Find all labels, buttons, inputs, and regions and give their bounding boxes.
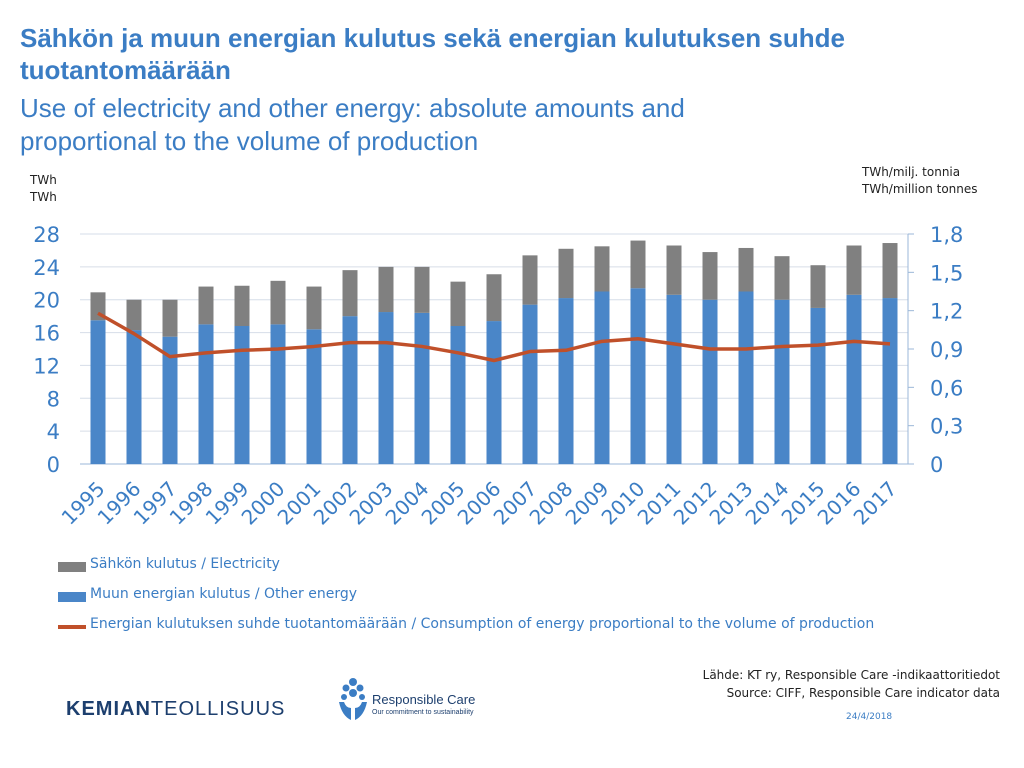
bar-electricity [450, 281, 466, 326]
left-axis-unit-fi: TWh [30, 173, 57, 187]
source-note: Lähde: KT ry, Responsible Care -indikaat… [703, 666, 1000, 702]
right-tick-label: 0,9 [930, 338, 963, 362]
left-tick-label: 12 [33, 354, 60, 378]
logo-kt-normal: TEOLLISUUS [150, 698, 286, 720]
date-label: 24/4/2018 [846, 712, 893, 722]
ratio-line [97, 311, 891, 363]
bar-other-energy [630, 288, 646, 464]
bar-electricity [126, 299, 142, 331]
bar-electricity [882, 243, 898, 299]
source-finnish: Lähde: KT ry, Responsible Care -indikaat… [702, 668, 1000, 682]
source-english: Source: CIFF, Responsible Care indicator… [726, 686, 1000, 700]
bar-electricity [810, 265, 826, 308]
bar-electricity [594, 246, 610, 292]
bar-other-energy [270, 324, 286, 464]
bar-electricity [162, 299, 178, 337]
right-axis-unit-fi: TWh/milj. tonnia [862, 165, 961, 179]
responsible-care-subtitle: Our commitment to sustainability [372, 709, 474, 716]
bar-other-energy [162, 336, 178, 464]
left-tick-label: 0 [47, 453, 60, 477]
bar-other-energy [810, 307, 826, 464]
legend-swatch-electricity [58, 562, 86, 572]
bar-other-energy [342, 316, 358, 464]
bar-electricity [522, 255, 538, 305]
left-tick-label: 24 [33, 256, 60, 280]
right-axis-unit-en: TWh/million tonnes [862, 182, 978, 196]
bar-other-energy [702, 299, 718, 464]
left-tick-label: 20 [33, 289, 60, 313]
right-tick-label: 1,2 [930, 300, 963, 324]
bar-other-energy [558, 298, 574, 464]
bar-electricity [630, 240, 646, 289]
bar-electricity [774, 256, 790, 300]
left-tick-label: 28 [33, 223, 60, 247]
bar-other-energy [414, 312, 430, 464]
bar-electricity [846, 245, 862, 295]
bar-other-energy [198, 324, 214, 464]
bar-other-energy [846, 294, 862, 464]
legend-label-other-energy: Muun energian kulutus / Other energy [90, 586, 358, 602]
bar-electricity [414, 266, 430, 313]
bar-electricity [234, 285, 250, 326]
bar-other-energy [738, 291, 754, 464]
legend-label-ratio: Energian kulutuksen suhde tuotantomäärää… [90, 616, 875, 632]
bar-other-energy [90, 320, 106, 464]
bar-electricity [306, 286, 322, 330]
bar-other-energy [882, 298, 898, 464]
energy-chart: 048121620242800,30,60,91,21,51,819951996… [33, 223, 963, 530]
bar-electricity [702, 252, 718, 300]
bar-other-energy [378, 312, 394, 464]
legend-label-electricity: Sähkön kulutus / Electricity [90, 556, 280, 572]
kemianteollisuus-logo: KEMIANTEOLLISUUS [66, 698, 285, 721]
right-tick-label: 0 [930, 453, 943, 477]
responsible-care-icon [339, 678, 367, 720]
right-axis-unit: TWh/milj. tonnia TWh/million tonnes [862, 164, 978, 198]
bar-other-energy [522, 304, 538, 464]
bar-electricity [486, 274, 502, 322]
x-tick-label: 2017 [849, 477, 902, 530]
legend-swatch-other-energy [58, 592, 86, 602]
left-axis-unit: TWh TWh [30, 172, 57, 206]
bar-electricity [270, 280, 286, 325]
right-tick-label: 1,5 [930, 261, 963, 285]
bar-other-energy [774, 299, 790, 464]
logo-kt-bold: KEMIAN [66, 698, 151, 720]
bar-other-energy [666, 294, 682, 464]
left-tick-label: 16 [33, 322, 60, 346]
bar-other-energy [486, 321, 502, 464]
legend-swatch-ratio [58, 625, 86, 629]
bar-electricity [198, 286, 214, 325]
responsible-care-logo: Responsible Care Our commitment to susta… [336, 676, 496, 724]
left-tick-label: 4 [47, 420, 60, 444]
title-finnish: Sähkön ja muun energian kulutus sekä ene… [20, 23, 845, 85]
responsible-care-title: Responsible Care [372, 692, 476, 707]
bar-other-energy [234, 326, 250, 464]
right-tick-label: 0,6 [930, 376, 963, 400]
left-axis-unit-en: TWh [30, 190, 57, 204]
title-english: Use of electricity and other energy: abs… [20, 93, 685, 156]
bar-electricity [90, 292, 106, 321]
bar-other-energy [306, 329, 322, 464]
bar-other-energy [450, 326, 466, 464]
bar-electricity [666, 245, 682, 295]
right-tick-label: 1,8 [930, 223, 963, 247]
bar-electricity [378, 266, 394, 313]
bar-electricity [342, 270, 358, 317]
bar-other-energy [126, 330, 142, 464]
bar-other-energy [594, 291, 610, 464]
bar-electricity [558, 248, 574, 299]
bar-electricity [738, 247, 754, 292]
left-tick-label: 8 [47, 387, 60, 411]
right-tick-label: 0,3 [930, 415, 963, 439]
